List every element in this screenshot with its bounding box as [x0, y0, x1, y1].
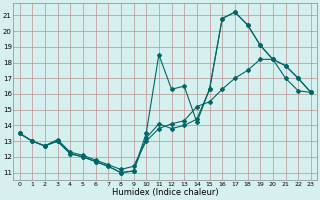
X-axis label: Humidex (Indice chaleur): Humidex (Indice chaleur) — [112, 188, 219, 197]
